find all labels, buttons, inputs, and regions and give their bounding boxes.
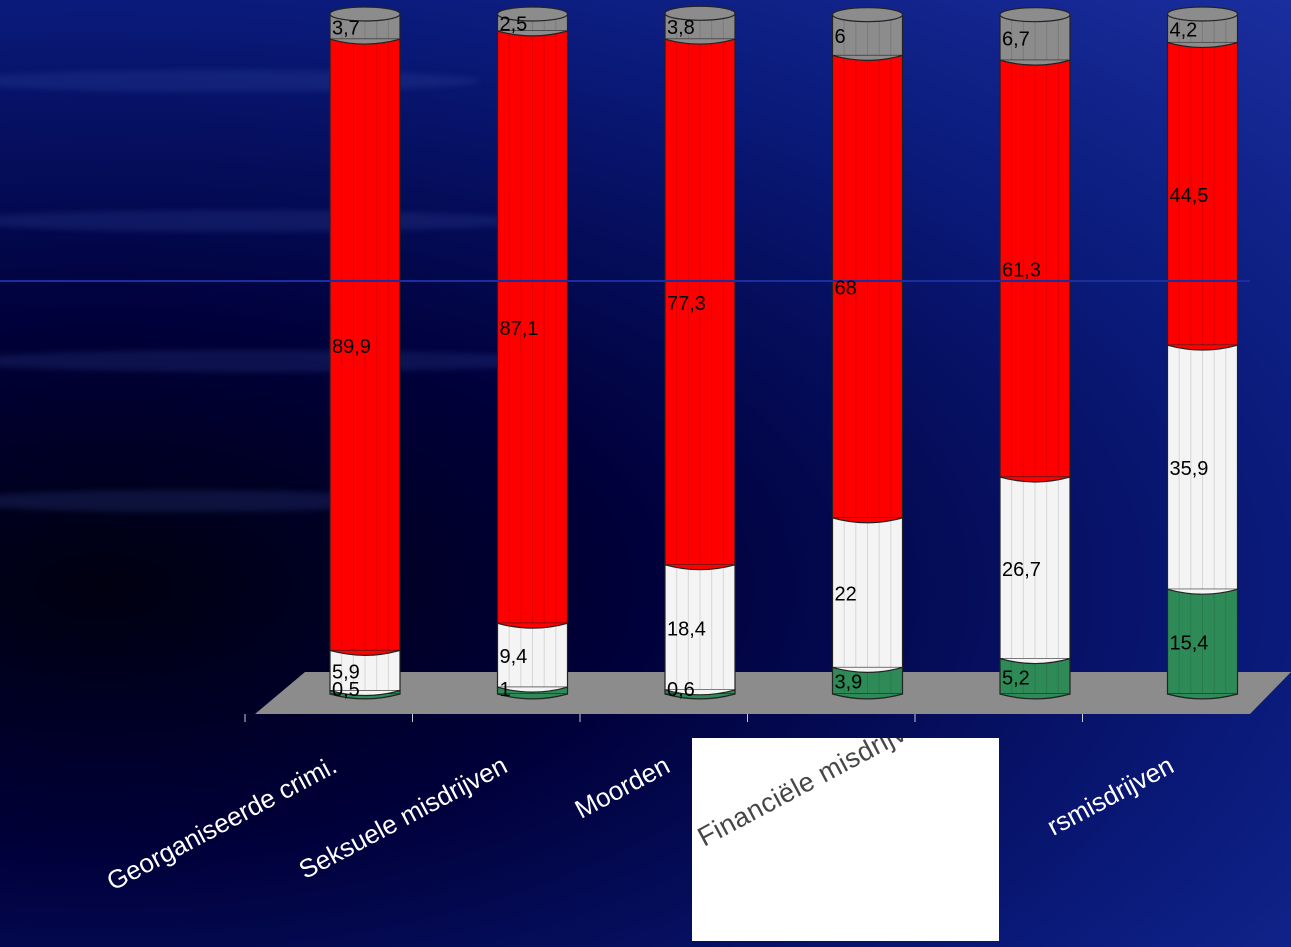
data-label: 5,2 [1002, 667, 1030, 689]
bar-segment [831, 666, 904, 700]
bar-segment [664, 38, 736, 571]
bar-top-cap [999, 7, 1071, 23]
bar-segment [831, 54, 904, 524]
data-label: 61,3 [1002, 260, 1041, 282]
data-label: 3,8 [667, 17, 695, 39]
bar-segment [664, 564, 736, 696]
data-label: 22 [835, 584, 857, 606]
bar-top-cap [1166, 6, 1239, 22]
data-label: 87,1 [500, 318, 539, 340]
data-label: 0,5 [332, 679, 360, 701]
bar-segment [999, 476, 1071, 665]
bar-top-cap [831, 7, 904, 23]
bar-top-cap [329, 6, 401, 22]
data-label: 3,9 [835, 672, 863, 694]
bar-top-cap [496, 6, 569, 22]
data-label: 0,6 [667, 679, 695, 701]
data-label: 1 [500, 679, 511, 701]
background-swoosh [0, 350, 560, 372]
financial-crimes-label-inset: Financiële misdrijven [692, 738, 999, 941]
bar-segment [329, 38, 401, 656]
bar-segment [999, 59, 1071, 483]
background-swoosh [0, 490, 400, 512]
bar-segment [1166, 344, 1239, 595]
data-label: 5,9 [332, 662, 360, 684]
bar-segment [496, 622, 569, 693]
bar-top-cap [664, 5, 736, 21]
bar-segment [999, 658, 1071, 700]
data-label: 26,7 [1002, 559, 1041, 581]
bar-segment [329, 649, 401, 697]
data-label: 4,2 [1170, 19, 1198, 41]
bar-segment [1166, 588, 1239, 700]
data-label: 2,5 [500, 14, 528, 36]
data-label: 68 [835, 278, 857, 300]
data-label: 3,7 [332, 18, 360, 40]
chart-floor [255, 672, 1291, 714]
data-label: 15,4 [1170, 633, 1209, 655]
data-label: 6,7 [1002, 28, 1030, 50]
data-label: 6 [835, 26, 846, 48]
data-label: 44,5 [1170, 185, 1209, 207]
data-label: 18,4 [667, 618, 706, 640]
bar-segment [831, 517, 904, 673]
bar-segment [496, 30, 569, 629]
data-label: 9,4 [500, 646, 528, 668]
data-label: 35,9 [1170, 458, 1209, 480]
bar-segment [1166, 41, 1239, 351]
inset-label-text: Financiële misdrijven [692, 738, 939, 853]
data-label: 77,3 [667, 293, 706, 315]
data-label: 89,9 [332, 336, 371, 358]
